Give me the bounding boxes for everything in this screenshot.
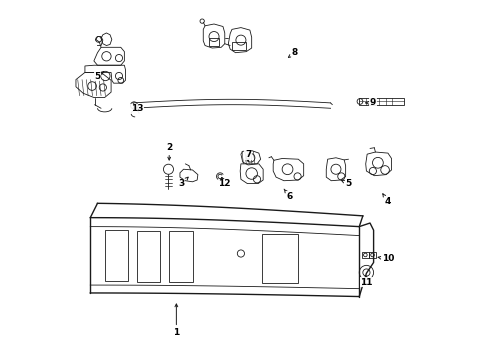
Text: 13: 13 bbox=[130, 104, 143, 113]
Text: 5: 5 bbox=[94, 72, 103, 81]
Bar bbox=[208, 38, 219, 45]
Bar bbox=[368, 252, 375, 258]
Bar bbox=[137, 230, 160, 282]
Text: 1: 1 bbox=[173, 304, 179, 337]
Bar bbox=[169, 231, 192, 282]
Bar bbox=[232, 41, 245, 50]
Bar bbox=[362, 252, 368, 258]
Bar bbox=[262, 234, 298, 283]
Text: 3: 3 bbox=[178, 177, 188, 188]
Bar bbox=[104, 230, 128, 282]
Text: 12: 12 bbox=[218, 177, 230, 188]
Text: 7: 7 bbox=[244, 150, 251, 161]
Text: 10: 10 bbox=[377, 255, 393, 264]
Text: 6: 6 bbox=[284, 189, 292, 201]
Bar bbox=[359, 98, 403, 105]
Text: 4: 4 bbox=[382, 194, 390, 206]
Text: 11: 11 bbox=[360, 276, 372, 287]
Text: 2: 2 bbox=[166, 143, 172, 160]
Text: 9: 9 bbox=[365, 98, 375, 107]
Text: 5: 5 bbox=[341, 179, 351, 188]
Text: 8: 8 bbox=[288, 48, 297, 58]
